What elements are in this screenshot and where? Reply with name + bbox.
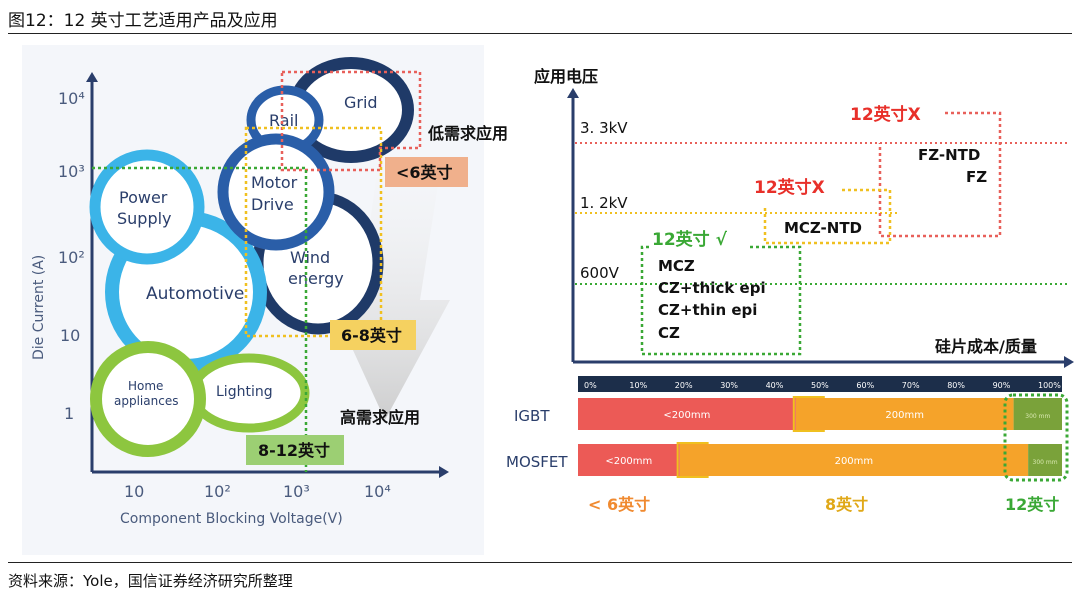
bubble-label: Wind <box>290 248 330 267</box>
bar-segment <box>679 444 1029 476</box>
right-x-arrowhead <box>1064 356 1074 368</box>
region-label: <6英寸 <box>396 163 453 182</box>
percent-tick: 80% <box>947 381 965 390</box>
label-box-6-8 <box>330 320 416 350</box>
region-header: 12英寸 √ <box>652 229 728 250</box>
bar-segment-label: 300 mm <box>1025 413 1050 420</box>
region-12in-x-red <box>878 111 1002 238</box>
y-tick: 10⁴ <box>58 89 85 108</box>
bubble-label: Power <box>119 188 168 207</box>
region-lt6-inch <box>280 70 422 172</box>
bubble-label: energy <box>288 269 344 288</box>
bar-segment-label: 300 mm <box>1033 459 1058 466</box>
percent-tick: 0% <box>584 381 597 390</box>
top-rule <box>8 33 1072 34</box>
right-y-axis-label: 应用电压 <box>534 67 598 86</box>
bubble-label: Rail <box>269 111 298 130</box>
x-tick: 10² <box>204 482 231 501</box>
bubble-label: appliances <box>114 394 178 408</box>
x-tick: 10³ <box>283 482 310 501</box>
stacked-bars: <200mm 200mm 300 mm <200mm 200mm 300 mm <box>578 396 1062 478</box>
region-header: 12英寸X <box>754 177 825 198</box>
figure-title: 图12：12 英寸工艺适用产品及应用 <box>8 11 278 31</box>
bubble-label: Lighting <box>216 384 273 400</box>
bar-segment <box>795 398 1014 430</box>
product-label: CZ <box>658 324 680 342</box>
region-label: 8-12英寸 <box>258 441 330 460</box>
bottom-rule <box>8 562 1072 563</box>
product-label: CZ+thick epi <box>658 279 766 297</box>
percent-tick: 20% <box>675 381 693 390</box>
voltage-level: 1. 2kV <box>580 194 628 212</box>
highlight-12in-segment <box>1003 393 1069 482</box>
label-box-8-12 <box>246 435 344 465</box>
bar-segment-label: 200mm <box>835 456 874 467</box>
left-x-axis-label: Component Blocking Voltage(V) <box>120 511 343 527</box>
percent-tick: 10% <box>629 381 647 390</box>
left-x-arrowhead <box>439 466 449 478</box>
percent-tick: 30% <box>720 381 738 390</box>
bubble-lighting: Lighting <box>188 353 310 433</box>
region-label: 6-8英寸 <box>341 326 402 345</box>
y-tick: 10² <box>58 248 85 267</box>
label-box-lt6 <box>385 157 468 187</box>
x-tick: 10⁴ <box>364 482 391 501</box>
bubble-power-supply: Power Supply <box>89 149 205 265</box>
product-label: FZ <box>966 168 987 186</box>
y-tick: 10 <box>60 326 80 345</box>
right-y-arrowhead <box>567 88 579 98</box>
bar-segment <box>1013 398 1062 430</box>
bar-segment <box>578 398 796 430</box>
region-12in-x-yellow <box>763 188 892 245</box>
source-note: 资料来源：Yole，国信证券经济研究所整理 <box>8 572 293 590</box>
bubble-label: Supply <box>117 209 172 228</box>
percent-ticks: 0% 10% 20% 30% 40% 50% 60% 70% 80% 90% 100% <box>584 381 1061 390</box>
bar-segment-label: 200mm <box>885 410 924 421</box>
region-6-8-inch <box>244 126 383 338</box>
y-tick: 10³ <box>58 162 85 181</box>
bubble-label: Motor <box>251 173 298 192</box>
bar-segment <box>1028 444 1062 476</box>
bar-segment <box>578 444 680 476</box>
bubble-grid: Grid <box>288 57 414 163</box>
region-header: 12英寸X <box>850 104 921 125</box>
bubble-motor-drive: Motor Drive <box>217 133 335 251</box>
bubble-home-appliances: Home appliances <box>90 341 206 457</box>
bar-segment-label: <200mm <box>605 456 652 467</box>
left-y-arrowhead <box>86 72 98 82</box>
product-label: CZ+thin epi <box>658 301 757 319</box>
annotation-high-demand: 高需求应用 <box>340 408 420 427</box>
percent-tick: 50% <box>811 381 829 390</box>
x-tick: 10 <box>124 482 144 501</box>
voltage-level: 600V <box>580 264 620 282</box>
left-y-axis-label: Die Current (A) <box>31 255 47 360</box>
product-label: FZ-NTD <box>918 146 980 164</box>
y-tick: 1 <box>64 404 74 423</box>
bar-category: IGBT <box>514 407 550 425</box>
right-x-axis-label: 硅片成本/质量 <box>935 337 1037 356</box>
bubble-label: Automotive <box>146 284 244 304</box>
bottom-label: 12英寸 <box>1005 495 1059 514</box>
voltage-level: 3. 3kV <box>580 119 628 137</box>
product-label: MCZ <box>658 257 695 275</box>
region-8-12-inch <box>92 166 308 472</box>
bubble-label: Home <box>128 379 163 393</box>
bubble-label: Grid <box>344 93 378 112</box>
percent-scale-bar <box>578 376 1062 392</box>
percent-tick: 70% <box>902 381 920 390</box>
bubble-label: Drive <box>251 195 294 214</box>
bottom-label: 8英寸 <box>825 495 868 514</box>
region-12in-check-green <box>640 245 802 356</box>
bar-segment-label: <200mm <box>663 410 710 421</box>
bottom-label: < 6英寸 <box>588 495 650 514</box>
percent-tick: 60% <box>856 381 874 390</box>
percent-tick: 40% <box>766 381 784 390</box>
bar-category: MOSFET <box>506 453 568 471</box>
percent-tick: 100% <box>1038 381 1061 390</box>
percent-tick: 90% <box>993 381 1011 390</box>
annotation-low-demand: 低需求应用 <box>427 124 508 143</box>
product-label: MCZ-NTD <box>784 219 862 237</box>
